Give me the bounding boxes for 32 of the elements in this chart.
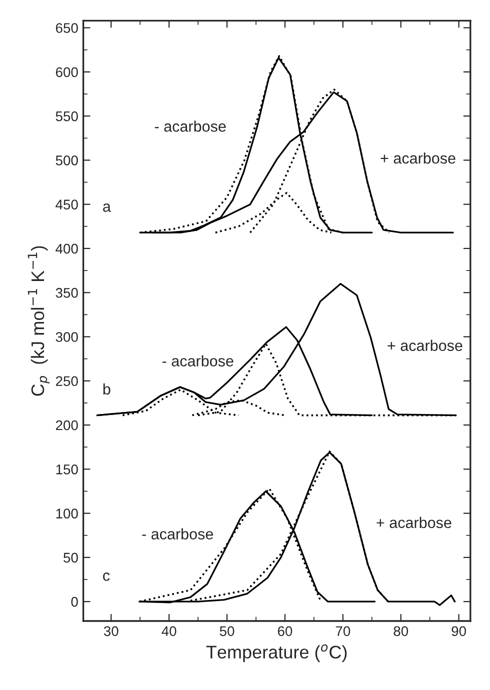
series-label: - acarbose	[162, 355, 234, 366]
x-tick-label: 50	[220, 626, 234, 636]
y-tick-label: 50	[64, 552, 78, 563]
y-tick-label: 200	[56, 420, 78, 430]
y-axis-title: C$_{p}$ (kJ mol$^{−1}$ K$^{−1}$)	[28, 246, 50, 396]
y-tick-label: 550	[56, 111, 78, 122]
series-label: + acarbose	[380, 152, 456, 164]
y-tick-label: 300	[56, 332, 78, 342]
annotation: a	[103, 204, 111, 212]
y-tick-label: 500	[56, 156, 78, 166]
series-label: + acarbose	[388, 340, 462, 352]
y-tick-label: 450	[56, 200, 78, 210]
annotation: b	[103, 383, 110, 395]
x-axis-title: Temperature ($^{o}$C)	[206, 644, 347, 662]
series-label: + acarbose	[376, 516, 452, 528]
x-tick-label: 70	[336, 626, 350, 636]
y-tick-label: 400	[56, 244, 78, 254]
y-tick-label: 600	[56, 67, 78, 78]
annotation: c	[103, 572, 110, 581]
x-tick-label: 60	[278, 626, 292, 636]
x-tick-label: 30	[104, 626, 118, 636]
y-tick-label: 250	[56, 376, 78, 386]
series-label: - acarbose	[154, 120, 226, 132]
y-tick-label: 150	[56, 464, 78, 474]
series-label: - acarbose	[142, 528, 214, 540]
y-tick-label: 100	[56, 508, 78, 518]
x-tick-label: 80	[394, 626, 408, 636]
x-tick-label: 90	[452, 626, 466, 636]
y-tick-label: 650	[56, 23, 78, 33]
x-tick-label: 40	[162, 626, 176, 636]
y-tick-label: 0	[71, 596, 78, 607]
y-tick-label: 350	[56, 288, 78, 298]
